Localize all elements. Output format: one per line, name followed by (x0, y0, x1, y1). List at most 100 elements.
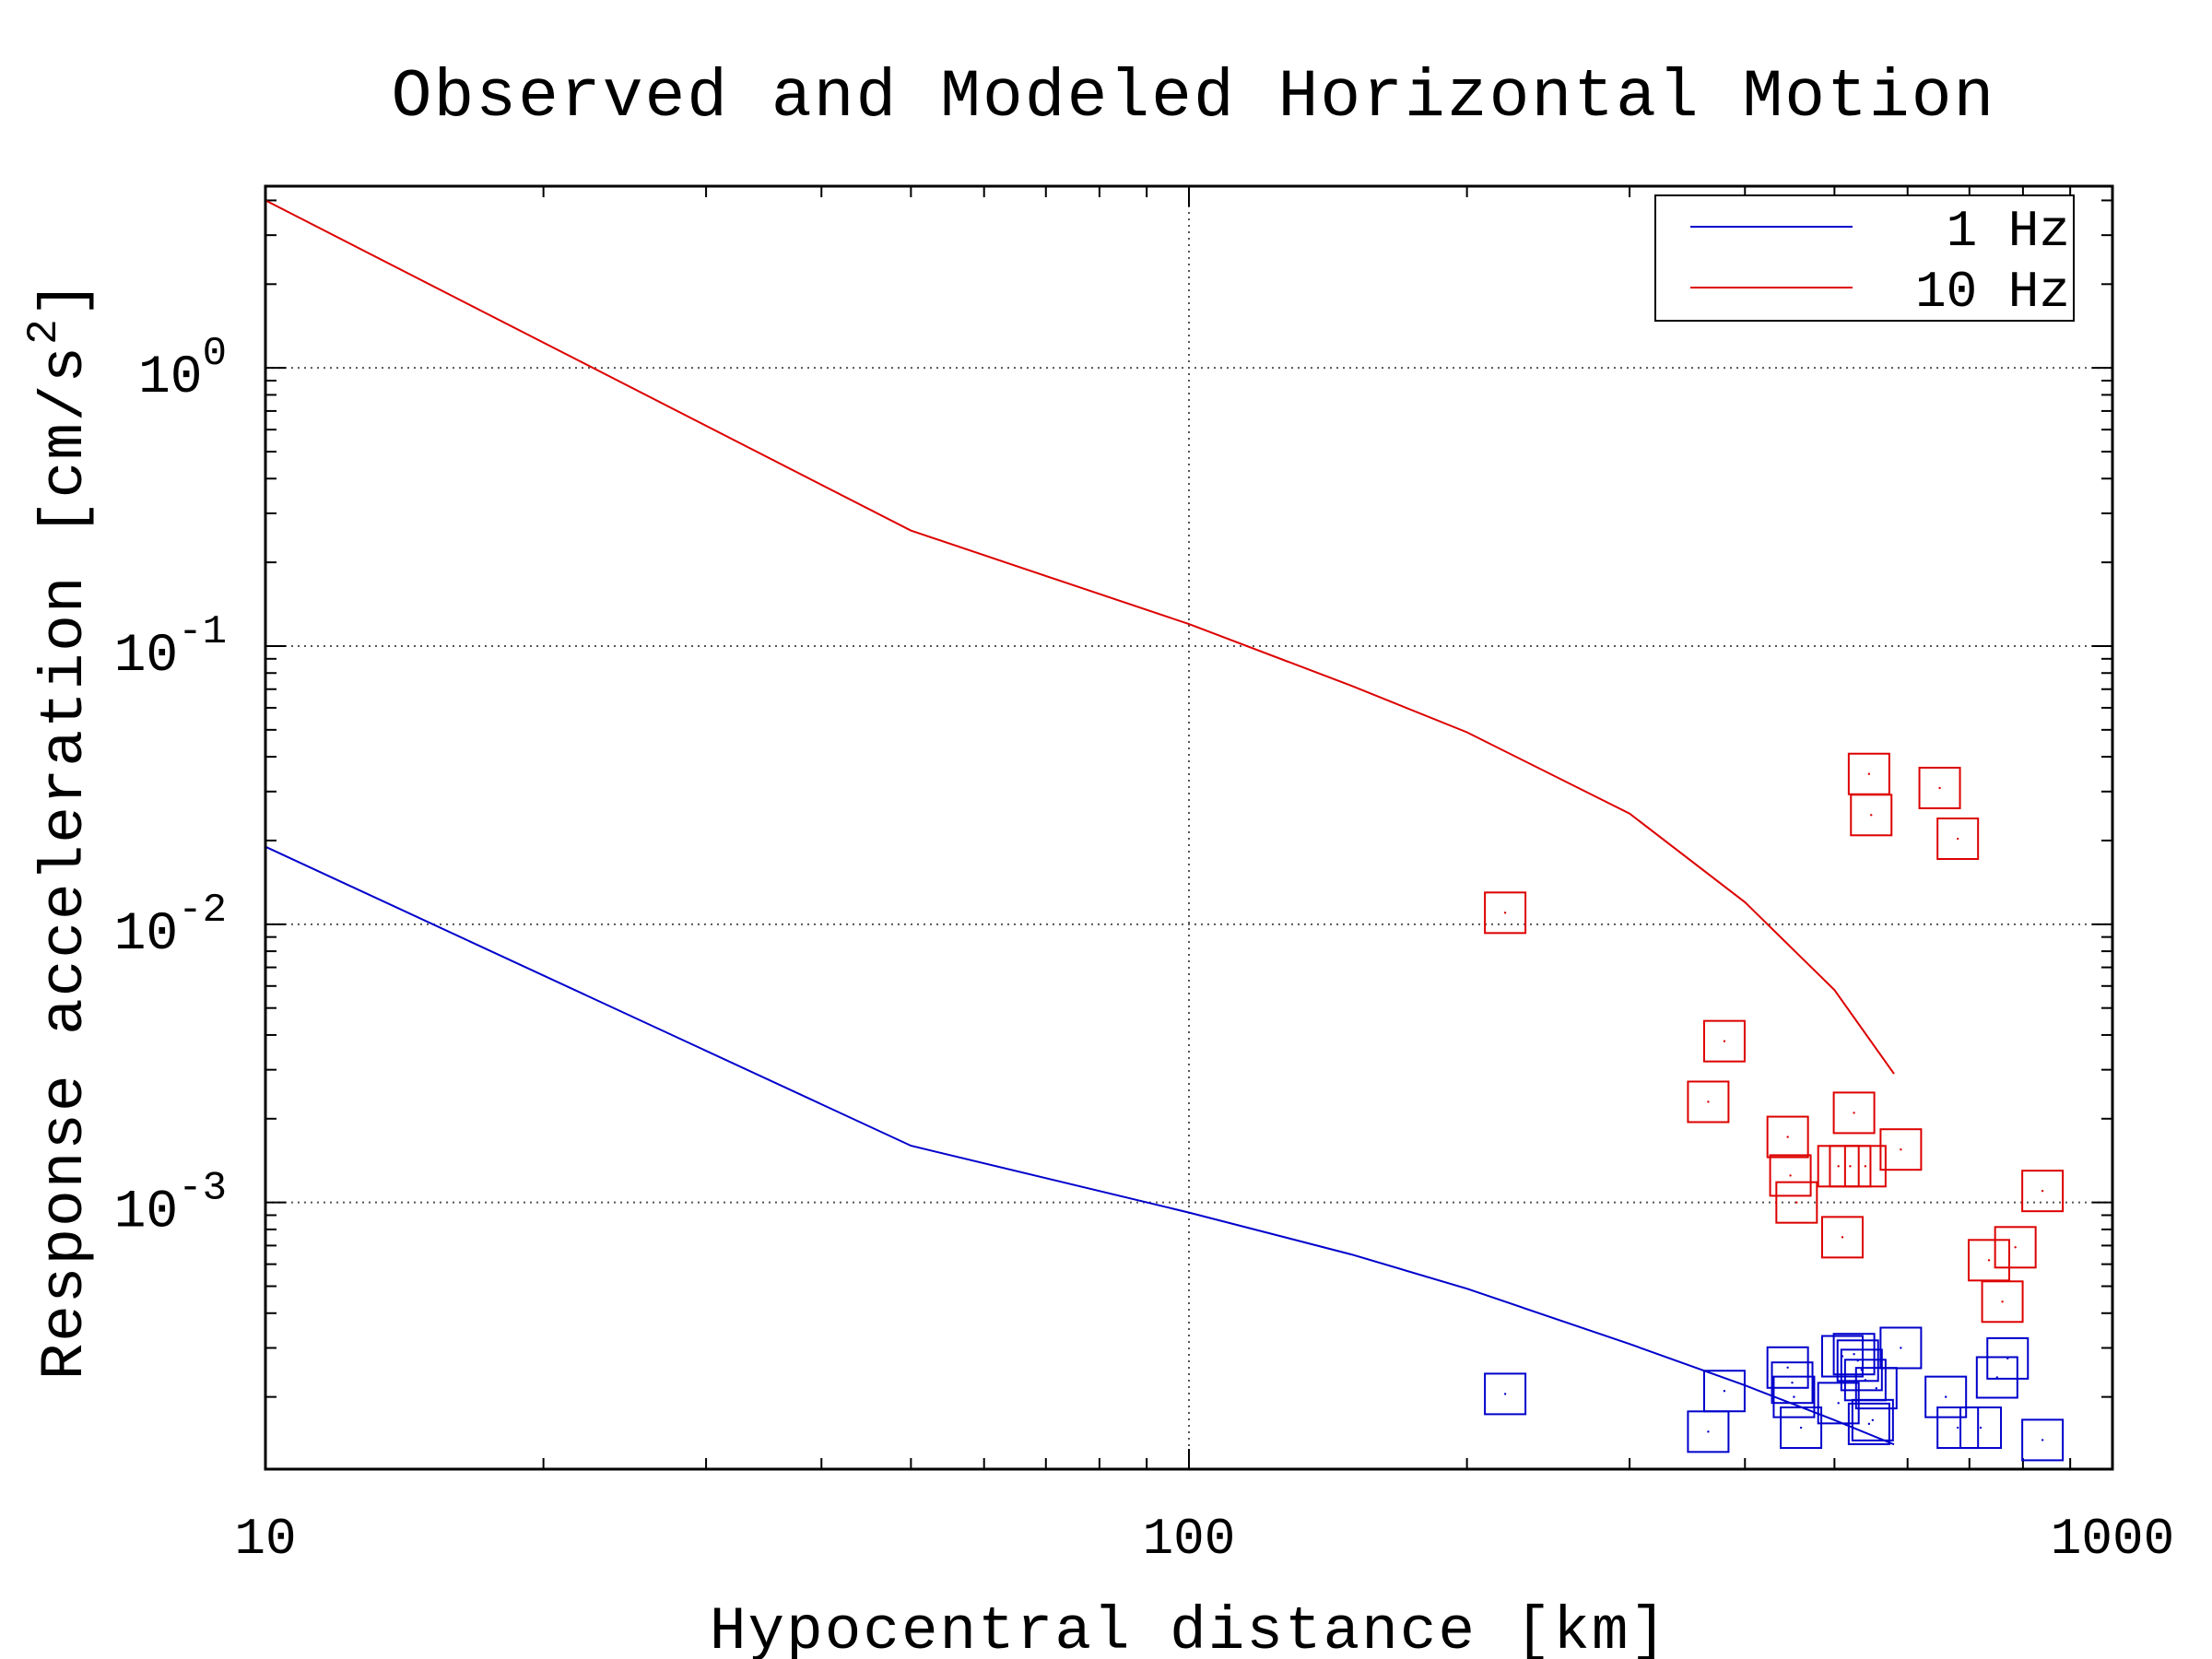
legend-box (1654, 194, 2075, 322)
observed-point-center (1789, 1174, 1792, 1177)
observed-point-center (1837, 1402, 1840, 1405)
model-curve-1hz (265, 845, 1895, 1446)
observed-point-center (1979, 1426, 1983, 1430)
observed-point-center (1853, 1112, 1855, 1114)
observed-point-center (1864, 1165, 1867, 1168)
observed-point-center (1793, 1395, 1795, 1398)
observed-point-center (1956, 837, 1959, 841)
observed-point-center (1786, 1366, 1789, 1369)
observed-point-10hz (1832, 1091, 1876, 1135)
observed-point-center (1860, 1369, 1864, 1371)
observed-point-center (1938, 786, 1941, 790)
observed-point-10hz (1769, 1154, 1812, 1197)
observed-point-center (2041, 1189, 2044, 1193)
y-tick-labels: 100 10-1 10-2 10-3 (114, 331, 227, 1242)
observed-point-center (1864, 1379, 1867, 1382)
observed-point-center (1870, 814, 1873, 817)
observed-point-1hz (1924, 1375, 1968, 1418)
observed-point-center (1900, 1347, 1902, 1349)
observed-point-10hz (1994, 1226, 2037, 1269)
observed-point-center (1723, 1390, 1726, 1393)
legend-label-10hz: 10 Hz (1915, 263, 2070, 322)
observed-point-1hz (1772, 1375, 1816, 1418)
legend: 1 Hz 10 Hz (1654, 194, 2075, 322)
observed-point-1hz (1780, 1406, 1823, 1450)
observed-point-10hz (1775, 1181, 1818, 1224)
observed-point-10hz (1850, 794, 1893, 837)
observed-point-1hz (1879, 1326, 1923, 1370)
observed-point-10hz (1936, 818, 1980, 861)
observed-markers (1484, 752, 2065, 1462)
observed-point-1hz (1832, 1333, 1876, 1376)
y-axis-label-end: ] (30, 279, 100, 318)
observed-point-1hz (1771, 1361, 1814, 1405)
observed-point-center (2041, 1439, 2044, 1441)
plot-frame (264, 184, 2114, 1471)
observed-point-center (1987, 1259, 1991, 1262)
observed-point-10hz (1918, 766, 1961, 809)
y-axis-label: Response acceleration [cm/s2] (20, 279, 100, 1381)
observed-point-1hz (1766, 1346, 1809, 1389)
observed-point-1hz (1959, 1406, 2003, 1450)
y-tick-label: 100 (138, 331, 227, 408)
observed-point-center (2006, 1357, 2009, 1360)
observed-point-1hz (1975, 1356, 2018, 1399)
x-tick-label: 10 (234, 1510, 296, 1569)
observed-point-center (1841, 1236, 1844, 1239)
observed-point-center (1707, 1100, 1710, 1103)
x-tick-labels: 10 100 1000 (234, 1510, 2174, 1569)
observed-point-center (1867, 1422, 1871, 1426)
y-axis-label-main: Response acceleration [cm/s (30, 345, 100, 1380)
observed-point-1hz (1936, 1406, 1980, 1450)
observed-point-10hz (1702, 1019, 1746, 1063)
observed-point-10hz (1687, 1080, 1730, 1124)
observed-point-center (1723, 1040, 1726, 1042)
observed-point-center (1944, 1395, 1947, 1398)
observed-point-1hz (2021, 1418, 2065, 1462)
observed-point-10hz (1484, 891, 1527, 935)
y-tick-label: 10-1 (114, 609, 227, 687)
model-curves (265, 199, 1895, 1446)
observed-point-center (1503, 912, 1507, 914)
y-tick-label: 10-2 (114, 888, 227, 965)
observed-point-center (1875, 1386, 1877, 1390)
observed-point-10hz (1820, 1216, 1864, 1259)
observed-point-center (1867, 772, 1871, 775)
observed-point-1hz (1847, 1402, 1890, 1445)
observed-point-center (1707, 1430, 1710, 1433)
observed-point-center (1837, 1165, 1840, 1168)
chart-title: Observed and Modeled Horizontal Motion (392, 59, 1996, 135)
axis-ticks (265, 186, 2112, 1469)
observed-point-10hz (1843, 1145, 1887, 1188)
observed-point-center (2001, 1300, 2004, 1303)
y-axis-label-sup: 2 (20, 317, 68, 345)
x-axis-label: Hypocentral distance [km] (710, 1597, 1668, 1659)
observed-point-10hz (1879, 1128, 1923, 1171)
observed-point-center (1849, 1165, 1852, 1168)
observed-point-10hz (2021, 1170, 2065, 1213)
observed-point-10hz (1766, 1115, 1809, 1159)
x-tick-label: 100 (1143, 1510, 1236, 1569)
observed-point-1hz (1820, 1335, 1864, 1378)
observed-point-10hz (1981, 1280, 2024, 1324)
legend-label-1hz: 1 Hz (1947, 202, 2070, 261)
observed-point-1hz (1484, 1372, 1527, 1416)
observed-point-center (1503, 1393, 1507, 1395)
observed-point-center (1871, 1418, 1875, 1422)
x-tick-label: 1000 (2051, 1510, 2174, 1569)
grid-lines (265, 186, 2112, 1469)
observed-point-center (2014, 1246, 2017, 1249)
observed-point-center (1791, 1381, 1794, 1384)
observed-point-center (1956, 1426, 1959, 1430)
observed-point-center (1900, 1148, 1902, 1151)
observed-point-1hz (1851, 1398, 1894, 1441)
y-tick-label: 10-3 (114, 1166, 227, 1243)
observed-point-1hz (1702, 1370, 1746, 1413)
observed-point-1hz (1986, 1336, 2030, 1380)
observed-point-center (1795, 1201, 1798, 1204)
observed-point-1hz (1840, 1348, 1883, 1392)
observed-point-1hz (1854, 1367, 1898, 1410)
observed-point-center (1853, 1353, 1855, 1356)
observed-point-center (1799, 1426, 1803, 1430)
